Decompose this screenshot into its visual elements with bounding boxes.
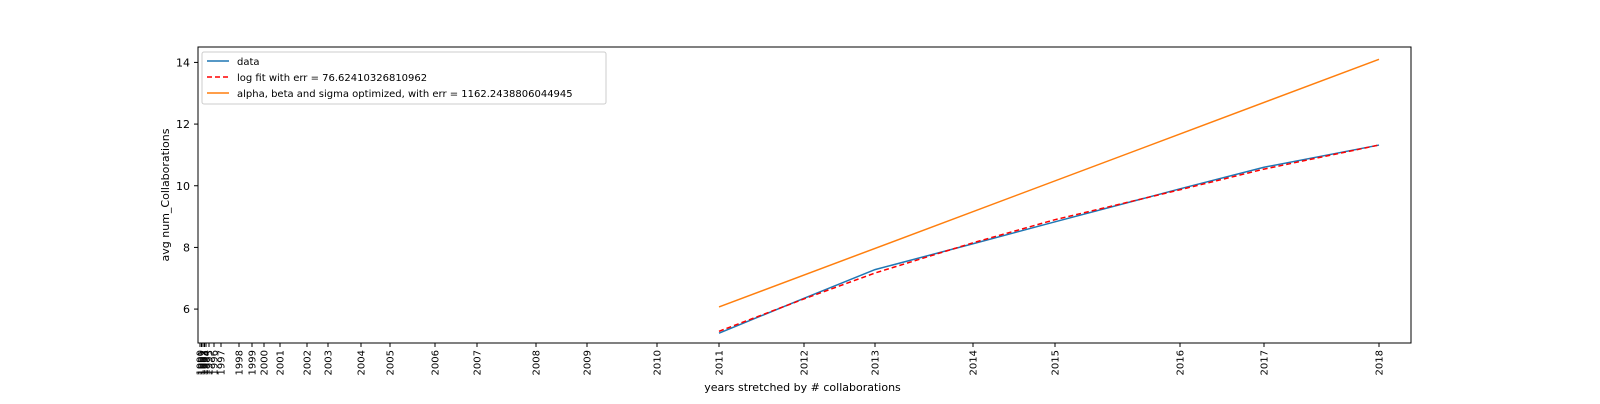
x-tick-label: 1999 (248, 350, 259, 375)
x-tick-label: 2013 (871, 350, 882, 375)
x-tick-label: 1993 (200, 350, 211, 375)
x-tick-label: 2018 (1375, 350, 1386, 375)
y-tick-label: 12 (176, 118, 190, 131)
x-tick-label: 2012 (800, 350, 811, 375)
x-tick-label: 2001 (276, 350, 287, 375)
x-tick-label: 2010 (653, 350, 664, 375)
x-tick-label: 2007 (473, 350, 484, 375)
series-line-2 (718, 144, 1380, 332)
x-tick-label: 2015 (1051, 350, 1062, 375)
y-tick-label: 10 (176, 180, 190, 193)
x-tick-label: 2014 (969, 350, 980, 375)
x-tick-label: 2006 (431, 350, 442, 375)
y-axis-label: avg num_Collaborations (159, 128, 172, 261)
legend-label-2: log fit with err = 76.62410326810962 (237, 73, 427, 84)
x-tick-label: 2008 (532, 350, 543, 375)
y-tick-label: 8 (183, 241, 190, 254)
x-tick-label: 2003 (324, 350, 335, 375)
x-tick-label: 1991 (197, 350, 208, 375)
x-tick-label: 2004 (357, 350, 368, 375)
y-tick-label: 6 (183, 303, 190, 316)
x-tick-label: 2017 (1260, 350, 1271, 375)
y-axis: 6 8 10 12 14 (176, 56, 198, 316)
x-axis-label: years stretched by # collaborations (704, 381, 901, 394)
x-tick-label: 1994 (202, 350, 213, 375)
legend: data log fit with err = 76.62410326810962… (201, 51, 607, 105)
x-tick-label: 1992 (199, 350, 210, 375)
x-tick-label: 2016 (1176, 350, 1187, 375)
legend-label-3: alpha, beta and sigma optimized, with er… (237, 89, 573, 100)
legend-label-1: data (237, 57, 260, 68)
x-tick-label: 1995 (205, 350, 216, 375)
x-tick-label: 1998 (235, 350, 246, 375)
x-tick-label: 1996 (210, 350, 221, 375)
x-tick-label: 1990 (196, 350, 207, 375)
y-tick-label: 14 (176, 56, 190, 69)
x-tick-label: 2000 (260, 350, 271, 375)
x-tick-label: 2005 (386, 350, 397, 375)
series-layer (718, 58, 1380, 334)
series-line-3 (718, 58, 1380, 308)
x-tick-label: 2009 (583, 350, 594, 375)
x-tick-label: 2002 (303, 350, 314, 375)
legend-box (201, 51, 607, 105)
x-tick-label: 2011 (715, 350, 726, 375)
x-tick-label: 1997 (217, 350, 228, 375)
series-line-1 (718, 144, 1380, 334)
